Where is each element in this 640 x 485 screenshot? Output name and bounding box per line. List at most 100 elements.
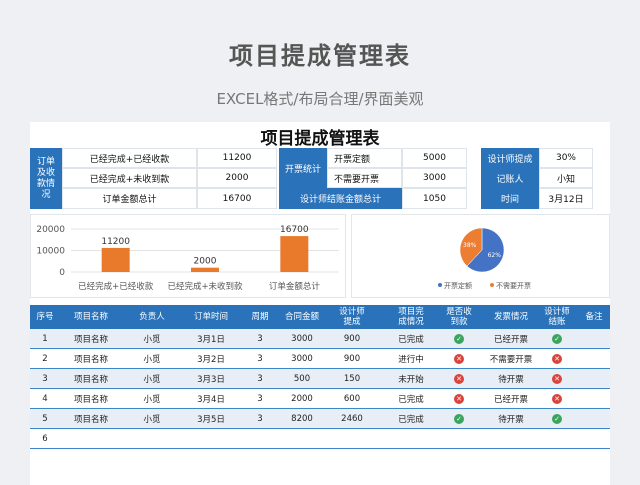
cell-status[interactable]: 已完成 xyxy=(398,395,424,405)
cell-paid[interactable]: ✕ xyxy=(436,389,482,409)
cell-amount[interactable]: 3000 xyxy=(291,334,313,344)
cell-commission[interactable]: 900 xyxy=(343,354,361,364)
bar-chart[interactable]: 20000 10000 0 11200 已经完成+已经收款 2000 已经完成+未收到款 16… xyxy=(30,214,346,298)
cell-project-name[interactable]: 项目名称 xyxy=(73,395,108,405)
cell-invoice[interactable]: 已经开票 xyxy=(493,395,528,405)
time-value[interactable]: 3月12日 xyxy=(539,188,593,209)
cell-notes[interactable] xyxy=(578,369,610,389)
col-header-paid[interactable]: 是否收到款 xyxy=(446,307,472,327)
cell-amount[interactable]: 2000 xyxy=(291,394,313,404)
cell-no[interactable]: 3 xyxy=(42,374,48,384)
cell-status[interactable]: 已完成 xyxy=(398,415,424,425)
table-row[interactable]: 1 项目名称 小觅 3月1日 3 3000 900 已完成 ✓ 已经开票 ✓ xyxy=(30,329,610,349)
cell-paid[interactable]: ✕ xyxy=(436,369,482,389)
col-header-invoice[interactable]: 发票情况 xyxy=(493,312,528,322)
col-header-status[interactable]: 项目完成情况 xyxy=(398,307,424,327)
col-header-commission[interactable]: 设计师提成 xyxy=(339,307,365,327)
table-row[interactable]: 5 项目名称 小觅 3月5日 3 8200 2460 已完成 ✓ 待开票 ✓ xyxy=(30,409,610,429)
table-row[interactable]: 6 xyxy=(30,429,610,449)
cell-status[interactable]: 已完成 xyxy=(398,335,424,345)
invoice-value-1[interactable]: 5000 xyxy=(402,148,467,168)
cell-date[interactable] xyxy=(182,429,240,449)
cell-notes[interactable] xyxy=(578,329,610,349)
cell-cycle[interactable]: 3 xyxy=(257,394,263,404)
cell-date[interactable]: 3月5日 xyxy=(197,415,225,425)
summary-value-2[interactable]: 2000 xyxy=(197,168,277,188)
cell-amount[interactable]: 8200 xyxy=(291,414,313,424)
pie-chart[interactable]: 62% 38% 开票定额 不需要开票 xyxy=(351,214,610,298)
cell-no[interactable]: 2 xyxy=(42,354,48,364)
cell-settled[interactable]: ✓ xyxy=(536,329,578,349)
col-header-amount[interactable]: 合同金额 xyxy=(284,312,319,322)
cell-owner[interactable]: 小觅 xyxy=(143,375,161,385)
cell-owner[interactable]: 小觅 xyxy=(143,415,161,425)
cell-invoice[interactable] xyxy=(482,429,540,449)
bookkeeper-label[interactable]: 记账人 xyxy=(481,168,539,188)
cell-invoice[interactable]: 待开票 xyxy=(498,375,524,385)
summary-label-3[interactable]: 订单金额总计 xyxy=(62,188,197,209)
cell-notes[interactable] xyxy=(578,409,610,429)
bookkeeper-value[interactable]: 小知 xyxy=(539,168,593,188)
col-header-owner[interactable]: 负责人 xyxy=(139,312,165,322)
cell-project-name[interactable]: 项目名称 xyxy=(73,375,108,385)
cell-settled[interactable] xyxy=(536,429,578,449)
cell-no[interactable]: 1 xyxy=(42,334,48,344)
cell-amount[interactable] xyxy=(280,429,324,449)
col-header-cycle[interactable]: 周期 xyxy=(251,312,269,322)
table-row[interactable]: 3 项目名称 小觅 3月3日 3 500 150 未开始 ✕ 待开票 ✕ xyxy=(30,369,610,389)
cell-cycle[interactable]: 3 xyxy=(257,414,263,424)
cell-notes[interactable] xyxy=(578,349,610,369)
summary-value-1[interactable]: 11200 xyxy=(197,148,277,168)
cell-cycle[interactable]: 3 xyxy=(257,354,263,364)
cell-settled[interactable]: ✕ xyxy=(536,349,578,369)
cell-amount[interactable]: 3000 xyxy=(291,354,313,364)
cell-invoice[interactable]: 待开票 xyxy=(498,415,524,425)
col-header-settled[interactable]: 设计师结账 xyxy=(544,307,570,327)
designer-total-value[interactable]: 1050 xyxy=(402,188,467,209)
cell-owner[interactable] xyxy=(122,429,182,449)
cell-status[interactable]: 进行中 xyxy=(398,355,424,365)
summary-label-2[interactable]: 已经完成+未收到款 xyxy=(62,168,197,188)
summary-group-orders[interactable]: 订单及收款情况 xyxy=(30,148,62,209)
cell-date[interactable]: 3月2日 xyxy=(197,355,225,365)
invoice-value-2[interactable]: 3000 xyxy=(402,168,467,188)
col-header-date[interactable]: 订单时间 xyxy=(193,312,228,322)
cell-project-name[interactable]: 项目名称 xyxy=(73,355,108,365)
invoice-label-1[interactable]: 开票定额 xyxy=(327,148,402,168)
cell-no[interactable]: 4 xyxy=(42,394,48,404)
cell-project-name[interactable] xyxy=(60,429,122,449)
summary-label-1[interactable]: 已经完成+已经收款 xyxy=(62,148,197,168)
cell-cycle[interactable] xyxy=(240,429,280,449)
cell-settled[interactable]: ✓ xyxy=(536,409,578,429)
cell-date[interactable]: 3月1日 xyxy=(197,335,225,345)
summary-group-invoice[interactable]: 开票统计 xyxy=(279,148,327,188)
cell-notes[interactable] xyxy=(578,429,610,449)
cell-status[interactable]: 未开始 xyxy=(398,375,424,385)
cell-commission[interactable]: 2460 xyxy=(341,414,363,424)
cell-invoice[interactable]: 已经开票 xyxy=(493,335,528,345)
cell-no[interactable]: 6 xyxy=(42,434,48,444)
summary-value-3[interactable]: 16700 xyxy=(197,188,277,209)
cell-date[interactable]: 3月4日 xyxy=(197,395,225,405)
cell-date[interactable]: 3月3日 xyxy=(197,375,225,385)
cell-owner[interactable]: 小觅 xyxy=(143,335,161,345)
cell-owner[interactable]: 小觅 xyxy=(143,395,161,405)
designer-total-label[interactable]: 设计师结账金额总计 xyxy=(279,188,402,209)
cell-paid[interactable] xyxy=(436,429,482,449)
cell-commission[interactable]: 900 xyxy=(343,334,361,344)
cell-commission[interactable] xyxy=(330,429,374,449)
cell-invoice[interactable]: 不需要开票 xyxy=(489,355,533,365)
designer-commission-value[interactable]: 30% xyxy=(539,148,593,168)
cell-cycle[interactable]: 3 xyxy=(257,334,263,344)
cell-commission[interactable]: 600 xyxy=(343,394,361,404)
cell-cycle[interactable]: 3 xyxy=(257,374,263,384)
cell-project-name[interactable]: 项目名称 xyxy=(73,335,108,345)
cell-paid[interactable]: ✓ xyxy=(436,409,482,429)
cell-paid[interactable]: ✓ xyxy=(436,329,482,349)
cell-status[interactable] xyxy=(386,429,436,449)
cell-project-name[interactable]: 项目名称 xyxy=(73,415,108,425)
cell-owner[interactable]: 小觅 xyxy=(143,355,161,365)
cell-settled[interactable]: ✕ xyxy=(536,369,578,389)
col-header-name[interactable]: 项目名称 xyxy=(73,312,108,322)
cell-amount[interactable]: 500 xyxy=(293,374,311,384)
